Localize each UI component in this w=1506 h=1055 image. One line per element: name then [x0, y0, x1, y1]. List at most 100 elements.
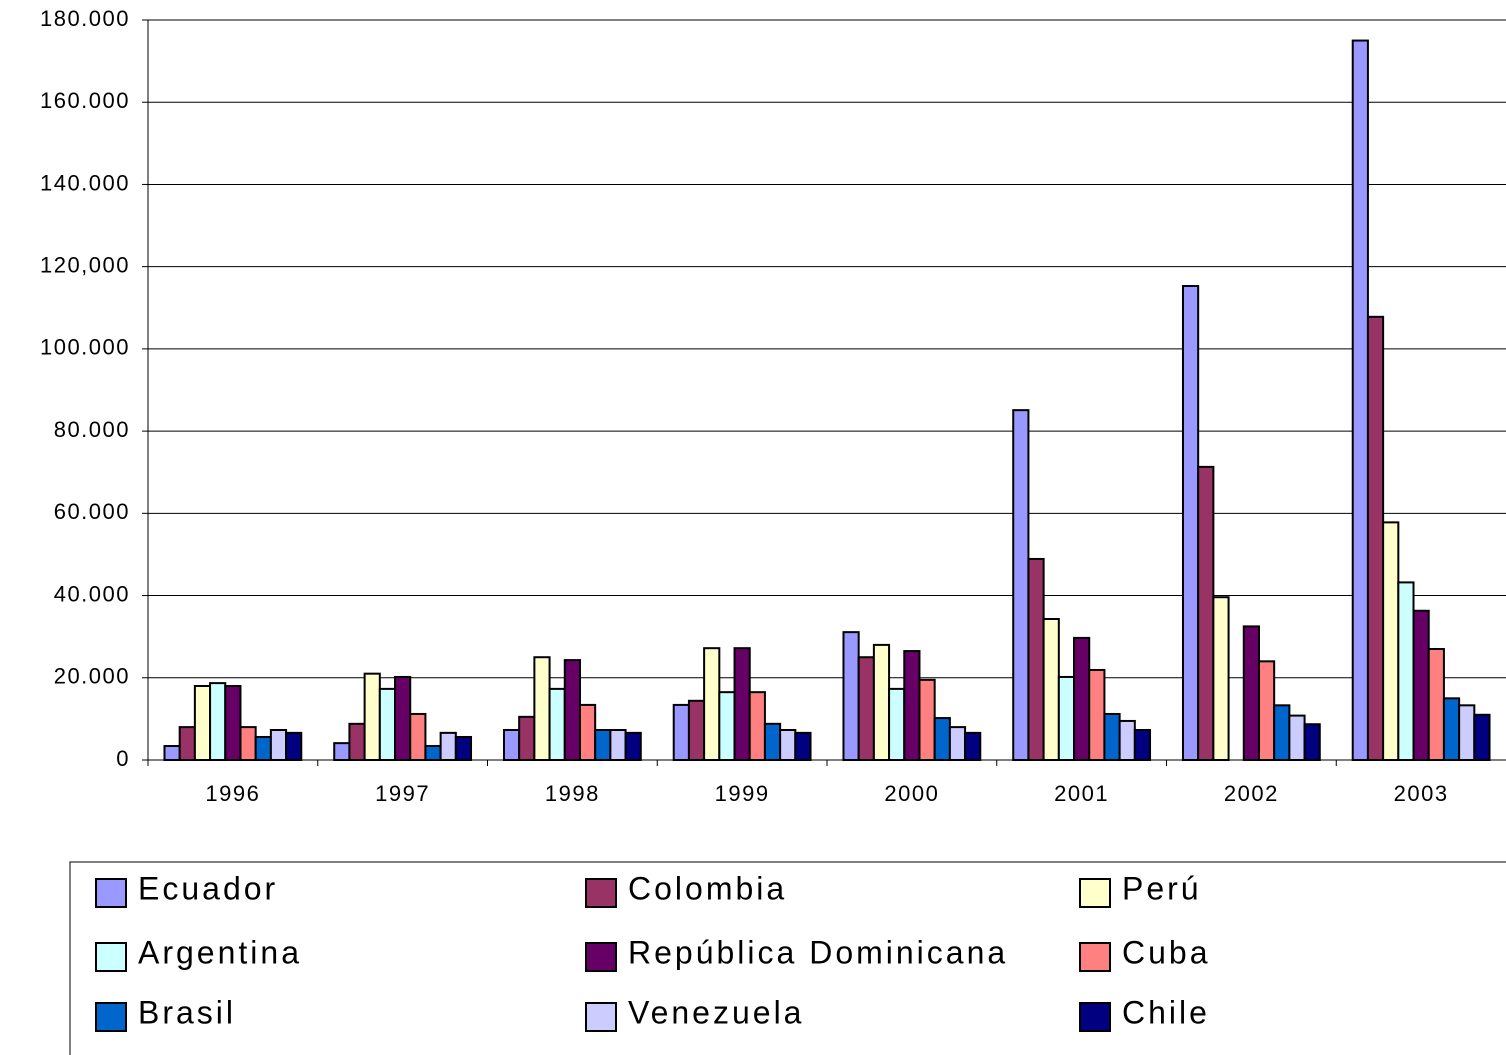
bar	[1397, 581, 1415, 762]
bar	[779, 728, 797, 762]
bar	[424, 745, 442, 761]
bar	[872, 643, 891, 762]
x-tick-label: 1996	[205, 781, 260, 806]
bar	[578, 703, 597, 762]
x-tick-label: 1999	[715, 781, 770, 806]
bar	[672, 703, 690, 762]
bar	[933, 717, 951, 761]
bar	[1273, 704, 1291, 761]
bar	[1458, 704, 1476, 761]
bar	[1073, 636, 1091, 762]
bar	[609, 728, 627, 762]
y-tick-label: 120,000	[40, 252, 130, 277]
legend-swatch	[585, 1002, 617, 1032]
x-tick-label: 1998	[545, 781, 600, 806]
bar	[348, 722, 366, 761]
bar	[918, 678, 936, 761]
bar	[1181, 284, 1200, 761]
legend-swatch	[1079, 878, 1111, 908]
bar	[1212, 596, 1230, 762]
bar	[1351, 39, 1369, 762]
x-tick-label: 2002	[1224, 781, 1279, 806]
bar	[454, 735, 473, 762]
bar	[703, 647, 721, 762]
legend-swatch	[95, 878, 127, 908]
x-tick-label: 1997	[375, 781, 430, 806]
bar	[254, 735, 272, 762]
bar	[363, 672, 381, 762]
bar	[1366, 315, 1385, 761]
legend-label: Colombia	[628, 870, 787, 906]
bar	[964, 731, 982, 761]
bar	[733, 647, 751, 762]
legend-swatch	[95, 1002, 127, 1032]
legend-box	[69, 861, 1506, 1055]
y-tick-label: 140.000	[40, 170, 130, 195]
bar	[687, 699, 706, 761]
legend-label: Argentina	[138, 934, 302, 970]
bar	[1427, 648, 1445, 761]
bar	[409, 712, 427, 762]
bar	[533, 656, 551, 762]
bar	[888, 687, 906, 762]
y-tick-label: 0	[116, 746, 130, 771]
bar	[193, 685, 212, 761]
bar	[1288, 714, 1306, 761]
y-tick-label: 60.000	[54, 499, 130, 524]
bar	[518, 715, 536, 761]
bar	[285, 731, 303, 761]
bar	[1303, 723, 1321, 762]
bar	[948, 726, 967, 761]
y-tick-label: 180.000	[40, 6, 130, 31]
bar	[763, 722, 782, 761]
bar	[624, 731, 642, 761]
legend-label: Ecuador	[138, 870, 278, 906]
bar	[1382, 521, 1400, 762]
bar	[842, 631, 860, 762]
legend-swatch	[95, 942, 127, 972]
legend-swatch	[1079, 1002, 1111, 1032]
legend-label: Perú	[1122, 870, 1202, 906]
bar	[163, 745, 181, 761]
y-tick-label: 20.000	[54, 664, 130, 689]
bar	[1057, 675, 1076, 762]
bar	[224, 685, 242, 761]
x-tick-label: 2000	[884, 781, 939, 806]
bar	[1257, 660, 1276, 761]
legend-label: Cuba	[1122, 934, 1211, 970]
bar	[1473, 713, 1491, 761]
legend-label: Chile	[1122, 994, 1210, 1030]
bar	[1027, 557, 1045, 762]
bar	[502, 728, 521, 762]
bar	[857, 656, 875, 762]
bar	[333, 742, 351, 762]
bar	[209, 682, 227, 761]
legend-swatch	[585, 878, 617, 908]
bar	[1118, 719, 1136, 762]
bar	[1242, 625, 1260, 762]
x-tick-label: 2003	[1394, 781, 1449, 806]
legend-swatch	[1079, 942, 1111, 972]
bar	[794, 731, 812, 761]
bar	[563, 659, 581, 761]
bar	[178, 726, 196, 761]
bar	[269, 728, 288, 762]
bar	[718, 691, 736, 762]
bar	[748, 691, 766, 762]
bar	[1012, 409, 1030, 761]
y-tick-label: 100.000	[40, 335, 130, 360]
legend-label: Brasil	[138, 994, 236, 1030]
legend-label: República Dominicana	[628, 934, 1008, 970]
x-tick-label: 2001	[1054, 781, 1109, 806]
bar	[1088, 668, 1106, 762]
bar	[239, 726, 257, 761]
bar	[1197, 465, 1215, 761]
bar	[1133, 728, 1152, 762]
legend-swatch	[585, 942, 617, 972]
bar	[1042, 617, 1060, 761]
y-tick-label: 160.000	[40, 88, 130, 113]
bar	[1103, 712, 1121, 762]
y-tick-label: 80.000	[54, 417, 130, 442]
bar	[594, 728, 612, 762]
